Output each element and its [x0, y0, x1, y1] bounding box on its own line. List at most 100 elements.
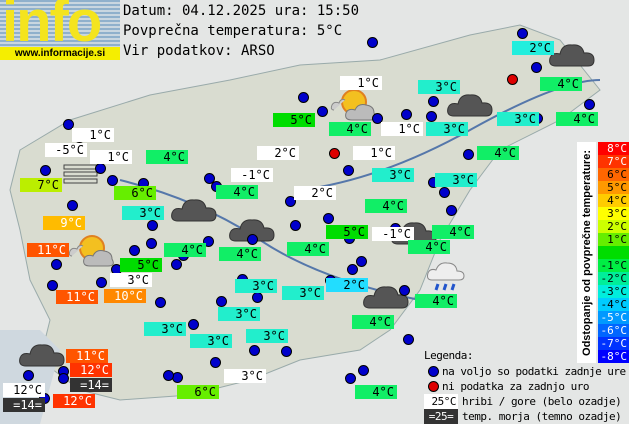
mountain-temperature-label: -5°C: [45, 143, 87, 157]
legend-mountain: hribi / gore (belo ozadje): [462, 395, 622, 408]
station-dot-icon[interactable]: [107, 175, 118, 186]
logo[interactable]: info www.informacije.si: [0, 0, 120, 60]
station-dot-icon[interactable]: [155, 297, 166, 308]
mountain-temperature-label: 1°C: [381, 122, 423, 136]
station-dot-icon[interactable]: [403, 334, 414, 345]
station-dot-icon[interactable]: [171, 259, 182, 270]
station-dot-icon[interactable]: [428, 96, 439, 107]
station-dot-icon[interactable]: [163, 370, 174, 381]
station-dot-icon[interactable]: [285, 196, 296, 207]
temperature-label: 4°C: [556, 112, 598, 126]
scale-step: 7°C: [598, 155, 629, 168]
station-dot-icon[interactable]: [298, 92, 309, 103]
station-dot-icon[interactable]: [358, 365, 369, 376]
station-dot-icon[interactable]: [399, 285, 410, 296]
scale-step: 8°C: [598, 142, 629, 155]
cloud-icon: [18, 340, 66, 372]
temperature-label: 4°C: [432, 225, 474, 239]
logo-text: info: [2, 0, 102, 54]
scale-step: -8°C: [598, 350, 629, 363]
station-dot-icon[interactable]: [367, 37, 378, 48]
temperature-label: 11°C: [56, 290, 98, 304]
station-dot-icon[interactable]: [426, 111, 437, 122]
station-dot-icon[interactable]: [95, 163, 106, 174]
station-dot-icon[interactable]: [129, 245, 140, 256]
temperature-label: 4°C: [216, 185, 258, 199]
station-dot-icon[interactable]: [531, 62, 542, 73]
station-dot-icon[interactable]: [210, 357, 221, 368]
temperature-label: 3°C: [122, 206, 164, 220]
scale-step: -7°C: [598, 337, 629, 350]
scale-step: -4°C: [598, 298, 629, 311]
station-dot-icon[interactable]: [345, 373, 356, 384]
station-dot-icon[interactable]: [247, 234, 258, 245]
station-dot-icon[interactable]: [290, 220, 301, 231]
temperature-label: 2°C: [326, 278, 368, 292]
station-dot-icon[interactable]: [252, 292, 263, 303]
station-dot-icon[interactable]: [146, 238, 157, 249]
mountain-temperature-label: 3°C: [224, 369, 266, 383]
station-dot-icon[interactable]: [372, 113, 383, 124]
temperature-label: 3°C: [218, 307, 260, 321]
station-dot-icon[interactable]: [463, 149, 474, 160]
temperature-label: 2°C: [512, 41, 554, 55]
temperature-label: 4°C: [415, 294, 457, 308]
legend-missing: ni podatka za zadnjo uro: [442, 380, 589, 393]
scale-step: 4°C: [598, 194, 629, 207]
station-missing-dot-icon[interactable]: [329, 148, 340, 159]
station-dot-icon[interactable]: [401, 109, 412, 120]
temperature-label: 12°C: [53, 394, 95, 408]
station-dot-icon[interactable]: [51, 259, 62, 270]
mountain-temperature-label: -1°C: [372, 227, 414, 241]
temperature-label: 11°C: [27, 243, 69, 257]
legend-title: Legenda:: [424, 349, 473, 362]
temperature-label: 6°C: [177, 385, 219, 399]
station-dot-icon[interactable]: [323, 213, 334, 224]
scale-step: 6°C: [598, 168, 629, 181]
station-missing-dot-icon[interactable]: [507, 74, 518, 85]
station-dot-icon[interactable]: [96, 277, 107, 288]
station-dot-icon[interactable]: [63, 119, 74, 130]
station-dot-icon[interactable]: [40, 165, 51, 176]
station-dot-icon[interactable]: [517, 28, 528, 39]
station-dot-icon[interactable]: [23, 370, 34, 381]
station-dot-icon[interactable]: [317, 106, 328, 117]
scale-step: -3°C: [598, 285, 629, 298]
station-dot-icon[interactable]: [204, 173, 215, 184]
mountain-temperature-label: 1°C: [340, 76, 382, 90]
temperature-label: 4°C: [477, 146, 519, 160]
station-dot-icon[interactable]: [58, 373, 69, 384]
station-dot-icon[interactable]: [147, 220, 158, 231]
station-dot-icon[interactable]: [446, 205, 457, 216]
station-dot-icon[interactable]: [67, 200, 78, 211]
temperature-label: 4°C: [164, 243, 206, 257]
mountain-temperature-label: 2°C: [294, 186, 336, 200]
scale-step: -2°C: [598, 272, 629, 285]
scale-step: -1°C: [598, 259, 629, 272]
rain-icon: [426, 260, 466, 298]
station-dot-icon[interactable]: [347, 264, 358, 275]
temperature-label: 3°C: [426, 122, 468, 136]
temperature-label: 3°C: [282, 286, 324, 300]
sea-temperature-label: =14=: [3, 398, 45, 412]
station-dot-icon[interactable]: [188, 319, 199, 330]
temperature-label: 4°C: [408, 240, 450, 254]
scale-step: 5°C: [598, 181, 629, 194]
station-dot-icon[interactable]: [584, 99, 595, 110]
fog-icon: [63, 164, 99, 190]
station-dot-icon[interactable]: [281, 346, 292, 357]
mountain-temperature-label: 1°C: [90, 150, 132, 164]
temperature-label: 5°C: [326, 225, 368, 239]
station-dot-icon[interactable]: [356, 256, 367, 267]
scale-step: 1°C: [598, 233, 629, 246]
temperature-label: 10°C: [104, 289, 146, 303]
station-dot-icon[interactable]: [439, 187, 450, 198]
station-dot-icon[interactable]: [216, 296, 227, 307]
station-dot-icon[interactable]: [203, 236, 214, 247]
station-dot-icon[interactable]: [249, 345, 260, 356]
temperature-label: 3°C: [190, 334, 232, 348]
station-dot-icon[interactable]: [47, 280, 58, 291]
legend-sea: temp. morja (temno ozadje): [462, 410, 622, 423]
cloud-icon: [548, 40, 596, 72]
station-dot-icon[interactable]: [343, 165, 354, 176]
